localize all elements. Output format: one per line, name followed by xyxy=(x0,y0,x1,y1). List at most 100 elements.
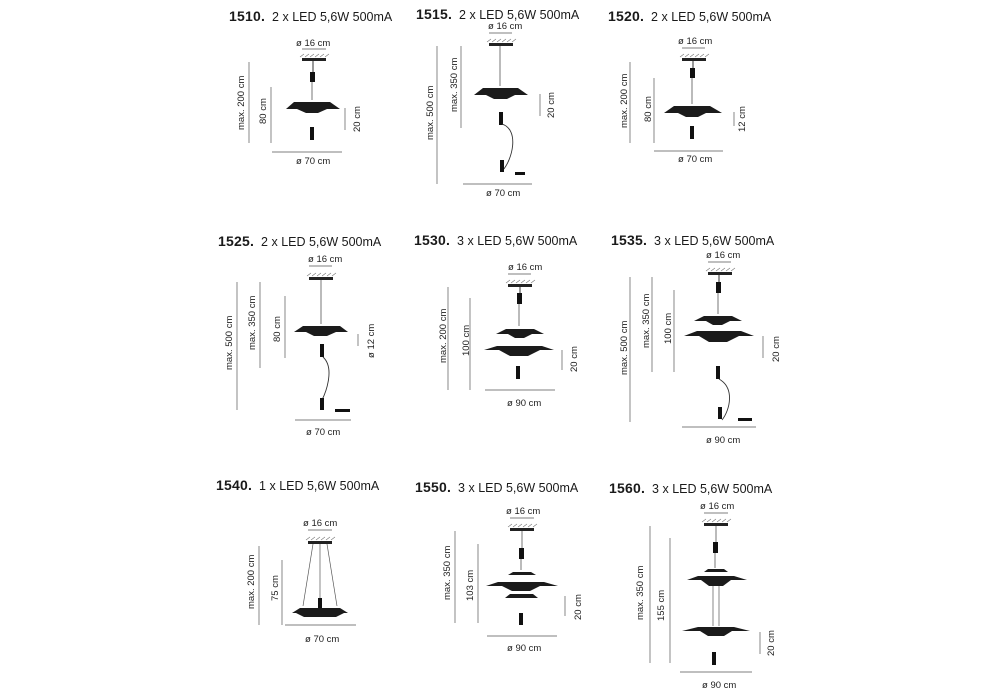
dim-drop: 75 cm xyxy=(270,575,281,601)
dim-max-cable: max. 350 cm xyxy=(247,296,258,350)
dim-diameter: ø 90 cm xyxy=(507,643,541,654)
led-spec: 3 x LED 5,6W 500mA xyxy=(458,481,579,495)
lamp-header: 1560. 3 x LED 5,6W 500mA xyxy=(609,480,772,496)
lamp-header: 1550. 3 x LED 5,6W 500mA xyxy=(415,479,578,495)
dim-drop: 100 cm xyxy=(663,313,674,344)
led-spec: 3 x LED 5,6W 500mA xyxy=(652,482,773,496)
model-code: 1530. xyxy=(414,232,451,248)
dim-max-cable: max. 350 cm xyxy=(641,294,652,348)
model-code: 1515. xyxy=(416,6,453,22)
disc-diffuser xyxy=(292,608,348,613)
lamp-drawing: ø 16 cm max. 500 cm max. 350 cm 100 cm 2… xyxy=(619,250,782,446)
dim-disc-spacing: 20 cm xyxy=(546,92,557,118)
ceiling-canopy xyxy=(302,58,326,61)
led-spec: 3 x LED 5,6W 500mA xyxy=(654,234,775,248)
led-spec: 2 x LED 5,6W 500mA xyxy=(261,235,382,249)
lamp-header: 1525. 2 x LED 5,6W 500mA xyxy=(218,233,381,249)
dim-max-height: max. 200 cm xyxy=(246,555,257,609)
ceiling-canopy xyxy=(708,272,732,275)
ceiling-canopy xyxy=(510,528,534,531)
disc-diffuser xyxy=(508,572,536,575)
led-spec: 1 x LED 5,6W 500mA xyxy=(259,479,380,493)
dim-canopy-diameter: ø 16 cm xyxy=(308,254,342,265)
ceiling-canopy xyxy=(309,277,333,280)
dim-max-height: max. 500 cm xyxy=(224,316,235,370)
lamp-header: 1515. 2 x LED 5,6W 500mA xyxy=(416,6,579,22)
lamp-1510: 1510. 2 x LED 5,6W 500mA ø 16 cm max. 200… xyxy=(0,0,392,233)
dim-canopy-diameter: ø 16 cm xyxy=(296,38,330,49)
disc-diffuser xyxy=(294,326,348,332)
lamp-drawing: ø 16 cm max. 350 cm 155 cm 20 cm ø 90 cm xyxy=(635,501,777,691)
lamp-1540: 1540. 1 x LED 5,6W 500mA ø 16 cm max. 200… xyxy=(0,0,400,700)
model-code: 1550. xyxy=(415,479,452,495)
dim-drop: 80 cm xyxy=(272,316,283,342)
dim-disc-spacing: 20 cm xyxy=(569,346,580,372)
lamp-1520: 1520. 2 x LED 5,6W 500mA ø 16 cm max. 200… xyxy=(0,0,800,233)
dim-max-height: max. 200 cm xyxy=(236,76,247,130)
dim-canopy-diameter: ø 16 cm xyxy=(488,21,522,32)
lamp-header: 1535. 3 x LED 5,6W 500mA xyxy=(611,232,774,248)
model-code: 1525. xyxy=(218,233,255,249)
dim-canopy-diameter: ø 16 cm xyxy=(700,501,734,512)
lamp-1525: 1525. 2 x LED 5,6W 500mA ø 16 cm max. 500… xyxy=(0,0,400,466)
led-spec: 2 x LED 5,6W 500mA xyxy=(272,10,393,24)
dim-max-height: max. 200 cm xyxy=(619,74,630,128)
dim-disc-spacing: 20 cm xyxy=(766,630,777,656)
dim-drop: 103 cm xyxy=(465,570,476,601)
dim-diameter: ø 90 cm xyxy=(507,398,541,409)
lamp-header: 1520. 2 x LED 5,6W 500mA xyxy=(608,8,771,24)
lamp-header: 1540. 1 x LED 5,6W 500mA xyxy=(216,477,379,493)
dim-canopy-diameter: ø 16 cm xyxy=(706,250,740,261)
lamp-1550: 1550. 3 x LED 5,6W 500mA ø 16 cm max. 350… xyxy=(415,479,584,654)
dim-body-diameter: ø 12 cm xyxy=(366,324,377,358)
dim-drop: 100 cm xyxy=(461,325,472,356)
lamp-drawing: ø 16 cm max. 200 cm 100 cm 20 cm ø 90 cm xyxy=(438,262,580,409)
ceiling-canopy xyxy=(308,541,332,544)
lamp-header: 1510. 2 x LED 5,6W 500mA xyxy=(229,8,392,24)
dim-disc-spacing: 20 cm xyxy=(352,106,363,132)
lamp-drawing: ø 16 cm max. 350 cm 103 cm 20 cm ø 90 cm xyxy=(442,506,584,654)
dim-max-height: max. 500 cm xyxy=(619,321,630,375)
lamp-drawing: ø 16 cm max. 200 cm 80 cm 20 cm ø 70 cm xyxy=(236,38,363,167)
led-spec: 2 x LED 5,6W 500mA xyxy=(651,10,772,24)
led-spec: 3 x LED 5,6W 500mA xyxy=(457,234,578,248)
model-code: 1535. xyxy=(611,232,648,248)
disc-diffuser xyxy=(704,569,728,572)
lamp-1530: 1530. 3 x LED 5,6W 500mA ø 16 cm max. 200… xyxy=(0,0,600,466)
lamp-drawing: ø 16 cm max. 500 cm max. 350 cm 80 cm ø … xyxy=(224,254,377,438)
disc-diffuser xyxy=(496,329,544,334)
disc-diffuser xyxy=(286,102,340,109)
ceiling-canopy xyxy=(682,58,706,61)
dim-diameter: ø 70 cm xyxy=(306,427,340,438)
dim-diameter: ø 70 cm xyxy=(305,634,339,645)
dim-canopy-diameter: ø 16 cm xyxy=(506,506,540,517)
disc-diffuser xyxy=(474,88,528,95)
lamp-drawing: ø 16 cm max. 200 cm 75 cm ø 70 cm xyxy=(246,518,356,645)
dim-max-height: max. 200 cm xyxy=(438,309,449,363)
disc-diffuser xyxy=(664,106,722,113)
dim-max-cable: max. 350 cm xyxy=(449,58,460,112)
dim-canopy-diameter: ø 16 cm xyxy=(508,262,542,273)
model-code: 1520. xyxy=(608,8,645,24)
dim-drop: 155 cm xyxy=(656,590,667,621)
dim-drop: 80 cm xyxy=(643,96,654,122)
dim-disc-spacing: 20 cm xyxy=(771,336,782,362)
lamp-1560: 1560. 3 x LED 5,6W 500mA ø 16 cm max. 350… xyxy=(609,480,777,691)
dim-canopy-diameter: ø 16 cm xyxy=(678,36,712,47)
disc-diffuser xyxy=(694,316,742,321)
dim-disc-spacing: 20 cm xyxy=(573,594,584,620)
ceiling-canopy xyxy=(489,43,513,46)
dim-canopy-diameter: ø 16 cm xyxy=(303,518,337,529)
led-spec: 2 x LED 5,6W 500mA xyxy=(459,8,580,22)
model-code: 1560. xyxy=(609,480,646,496)
dim-drop: 80 cm xyxy=(258,98,269,124)
lamp-drawing: ø 16 cm max. 200 cm 80 cm 12 cm ø 70 cm xyxy=(619,36,748,165)
dim-diameter: ø 70 cm xyxy=(486,188,520,199)
ceiling-canopy xyxy=(704,523,728,526)
lamp-1515: 1515. 2 x LED 5,6W 500mA ø 16 cm max. 500… xyxy=(0,0,600,233)
dim-disc-spacing: 12 cm xyxy=(737,106,748,132)
lamp-drawing: ø 16 cm max. 500 cm max. 350 cm 20 cm ø … xyxy=(425,21,557,199)
dim-diameter: ø 70 cm xyxy=(678,154,712,165)
dim-max-height: max. 350 cm xyxy=(635,566,646,620)
model-code: 1510. xyxy=(229,8,266,24)
